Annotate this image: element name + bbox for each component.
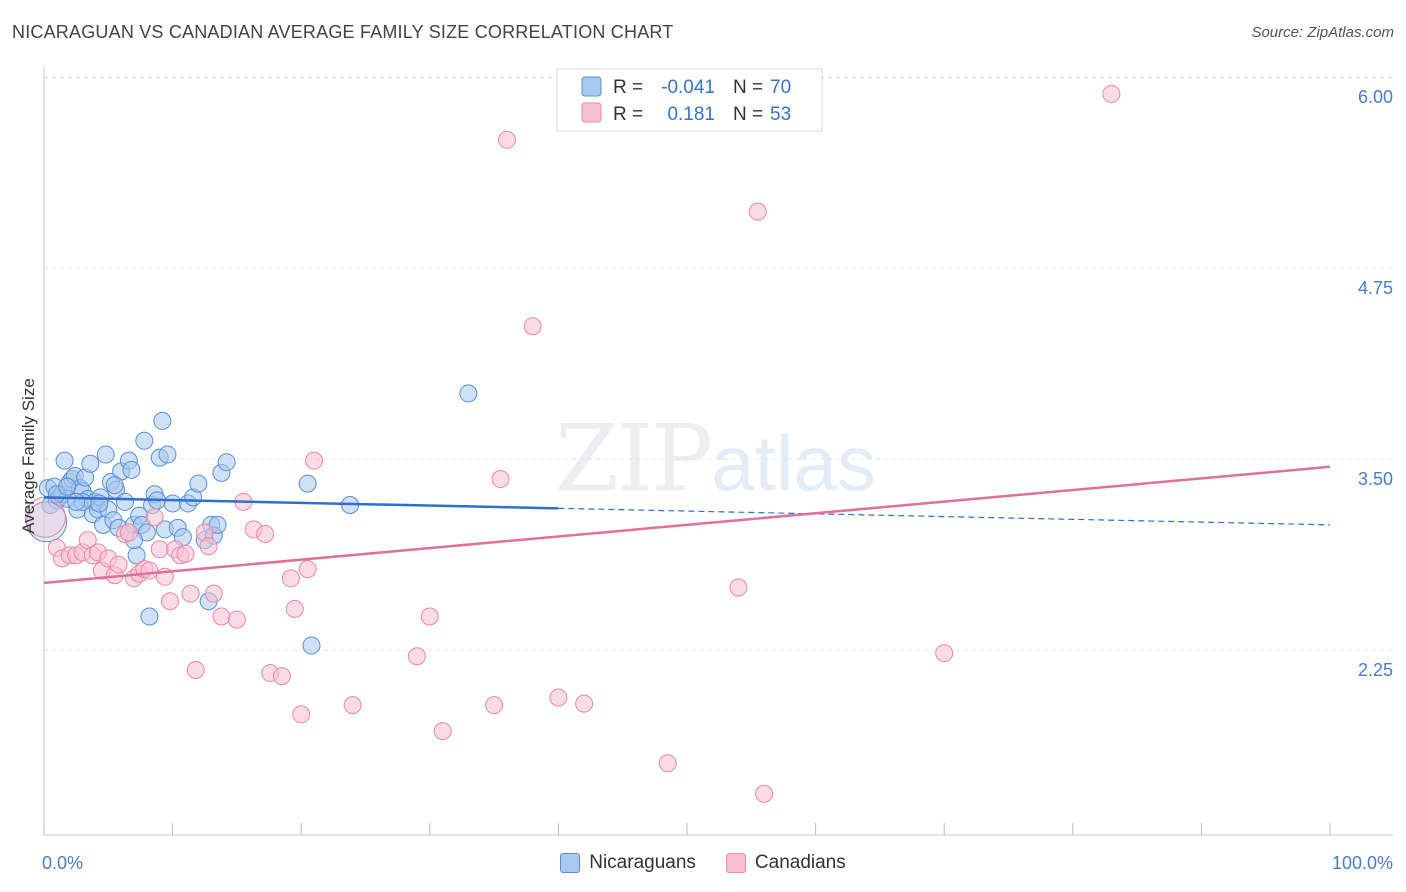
chart-source: Source: ZipAtlas.com	[1251, 24, 1394, 41]
canadians-point-21	[161, 592, 180, 611]
nicaraguans-points	[26, 384, 478, 655]
trend-lines	[43, 465, 1331, 585]
nicaraguans-point-45	[158, 445, 177, 464]
canadians-point-17	[140, 561, 159, 580]
legend-r-value-canadians: 0.181	[667, 104, 715, 125]
nicaraguans-point-51	[189, 474, 208, 493]
nicaraguans-point-large	[26, 501, 68, 543]
canadians-point-45	[433, 722, 452, 741]
nicaraguans-point-64	[58, 477, 77, 496]
legend-swatch-nicaraguans	[581, 76, 602, 97]
canadians-trend-line	[43, 465, 1331, 585]
nicaraguans-point-22	[96, 445, 115, 464]
watermark-atlas: atlas	[711, 419, 876, 507]
canadians-point-31	[227, 610, 246, 629]
canadians-label: Canadians	[754, 852, 846, 873]
canadians-point-13	[119, 523, 138, 542]
nicaraguans-point-60	[302, 636, 321, 655]
legend-r-value-nicaraguans: -0.041	[661, 77, 715, 98]
canadians-point-51	[575, 694, 594, 713]
nicaraguans-point-36	[135, 431, 154, 450]
nicaraguans-point-66	[105, 476, 124, 495]
y-tick-label-1: 3.50	[1358, 469, 1393, 489]
nicaraguans-point-16	[81, 454, 100, 473]
canadians-point-26	[186, 661, 205, 679]
nicaraguans-point-6	[55, 451, 74, 470]
canadians-point-46	[485, 696, 504, 715]
canadians-point-40	[298, 560, 317, 579]
nicaraguans-label: Nicaraguans	[589, 852, 696, 873]
canadians-point-53	[729, 578, 748, 597]
x-tick-label-1: 100.0%	[1332, 853, 1393, 873]
y-axis-title: Average Family Size	[19, 378, 38, 534]
canadians-points	[24, 84, 1121, 803]
series-legend: Nicaraguans Canadians	[0, 852, 1406, 874]
canadians-point-44	[420, 607, 439, 626]
canadians-point-54	[748, 202, 767, 221]
canadians-point-34	[256, 525, 275, 544]
canadians-point-24	[176, 544, 195, 563]
legend-r-label-nicaraguans: R =	[613, 77, 643, 98]
legend-swatch-canadians	[581, 102, 602, 123]
canadians-point-30	[212, 607, 231, 626]
nicaraguans-swatch	[560, 853, 581, 873]
canadians-point-43	[407, 647, 426, 666]
nicaraguans-point-69	[67, 492, 86, 511]
canadians-point-41	[305, 451, 324, 470]
legend-r-label-canadians: R =	[613, 104, 643, 125]
legend-n-value-canadians: 53	[770, 104, 791, 125]
nicaraguans-point-38	[140, 607, 159, 626]
legend-n-value-nicaraguans: 70	[770, 77, 791, 98]
chart-title: NICARAGUAN VS CANADIAN AVERAGE FAMILY SI…	[12, 22, 674, 42]
canadians-point-28	[199, 537, 218, 556]
legend-n-label-nicaraguans: N =	[733, 77, 763, 98]
nicaraguans-trend-line	[43, 496, 559, 510]
nicaraguans-point-62	[459, 384, 478, 403]
nicaraguans-trend-extension	[558, 507, 1331, 526]
canadians-point-49	[523, 317, 542, 336]
correlation-legend: R = -0.041 N = 70 R = 0.181 N = 53	[556, 68, 823, 132]
y-tick-label-3: 6.00	[1358, 87, 1393, 107]
nicaraguans-point-29	[116, 492, 135, 511]
nicaraguans-point-43	[153, 411, 172, 430]
canadians-point-37	[281, 569, 300, 588]
axes	[43, 66, 1393, 836]
canadians-point-52	[658, 754, 677, 773]
canadians-point-38	[285, 599, 304, 618]
legend-n-label-canadians: N =	[733, 104, 763, 125]
canadians-point-39	[292, 705, 311, 724]
canadians-point-18	[145, 508, 164, 527]
canadians-point-36	[272, 667, 291, 686]
canadians-point-29	[204, 584, 223, 603]
y-tick-label-2: 4.75	[1358, 278, 1393, 298]
nicaraguans-point-46	[163, 494, 182, 513]
nicaraguans-point-31	[122, 460, 141, 479]
canadians-point-42	[343, 696, 362, 715]
y-tick-label-0: 2.25	[1358, 660, 1393, 680]
nicaraguans-point-59	[298, 474, 317, 493]
series-legend-canadians[interactable]: Canadians	[725, 852, 846, 874]
tick-labels: 2.25 3.50 4.75 6.00 0.0% 100.0%	[42, 87, 1393, 873]
canadians-point-25	[181, 584, 200, 603]
canadians-point-57	[1102, 84, 1121, 103]
canadians-point-55	[755, 784, 774, 803]
canadians-swatch	[725, 853, 746, 873]
nicaraguans-point-58	[217, 453, 236, 472]
canadians-point-50	[549, 688, 568, 707]
canadians-point-56	[935, 644, 954, 663]
canadians-point-11	[109, 555, 128, 574]
x-tick-label-0: 0.0%	[42, 853, 83, 873]
canadians-point-19	[150, 540, 169, 559]
series-legend-nicaraguans[interactable]: Nicaraguans	[560, 852, 696, 874]
canadians-point-47	[491, 470, 510, 488]
canadians-point-48	[497, 130, 516, 149]
